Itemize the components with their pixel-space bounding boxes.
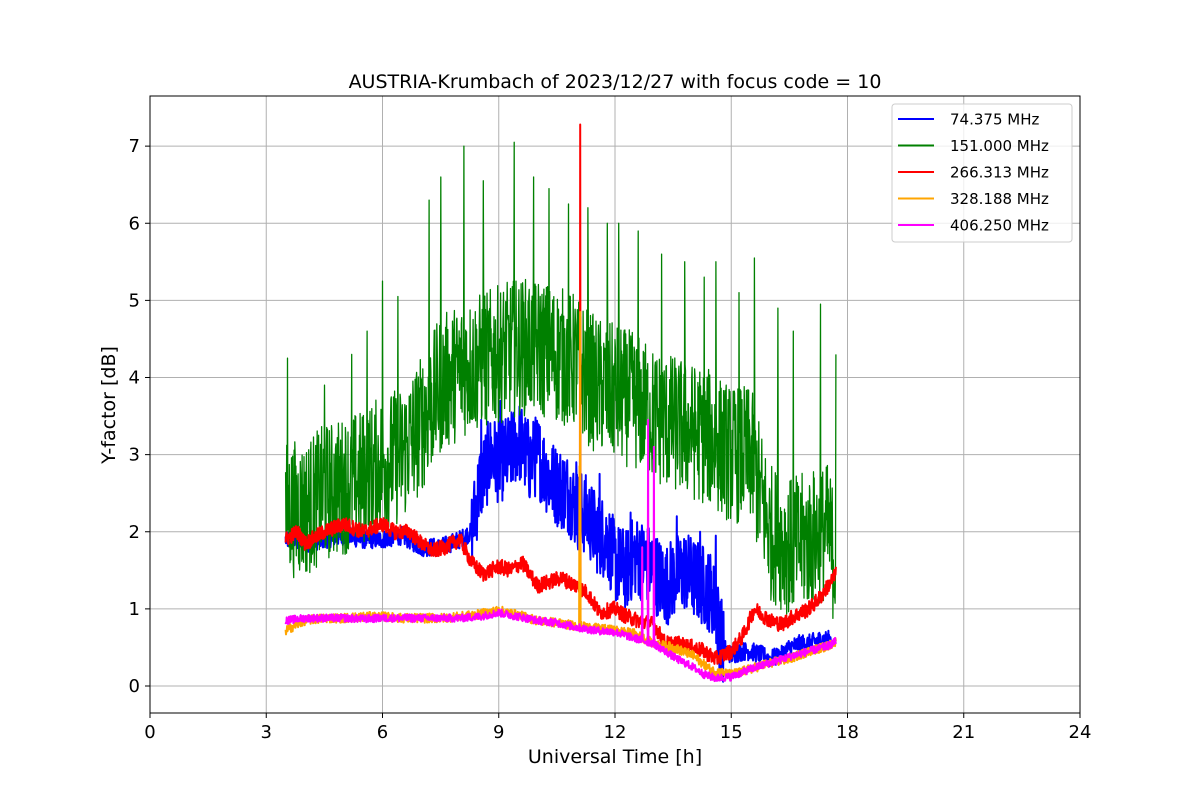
y-tick-label: 0: [129, 676, 140, 697]
y-axis-label: Y-factor [dB]: [98, 346, 120, 465]
x-tick-label: 9: [493, 722, 504, 743]
y-tick-label: 2: [129, 522, 140, 543]
x-tick-label: 12: [604, 722, 627, 743]
x-tick-label: 3: [261, 722, 272, 743]
y-tick-label: 3: [129, 445, 140, 466]
y-tick-label: 6: [129, 213, 140, 234]
legend-label: 266.313 MHz: [950, 164, 1049, 182]
legend-box: [891, 103, 1073, 243]
x-tick-label: 24: [1069, 722, 1092, 743]
x-axis-label: Universal Time [h]: [528, 746, 702, 768]
series-line: [284, 418, 837, 683]
x-tick-label: 0: [144, 722, 155, 743]
legend-label: 406.250 MHz: [950, 217, 1049, 235]
x-tick-label: 21: [952, 722, 975, 743]
x-tick-label: 6: [377, 722, 388, 743]
y-tick-label: 4: [129, 368, 140, 389]
chart-title: AUSTRIA-Krumbach of 2023/12/27 with focu…: [349, 71, 882, 93]
x-tick-label: 18: [836, 722, 859, 743]
legend-label: 151.000 MHz: [950, 137, 1049, 155]
y-tick-label: 1: [129, 599, 140, 620]
legend-label: 328.188 MHz: [950, 190, 1049, 208]
x-tick-label: 15: [720, 722, 743, 743]
legend: 74.375 MHz 151.000 MHz 266.313 MHz 328.188 …: [891, 103, 1073, 243]
y-tick-label: 5: [129, 290, 140, 311]
legend-label: 74.375 MHz: [950, 111, 1039, 129]
plot-series: [284, 123, 837, 683]
y-tick-label: 7: [129, 136, 140, 157]
series-line: [284, 123, 837, 666]
